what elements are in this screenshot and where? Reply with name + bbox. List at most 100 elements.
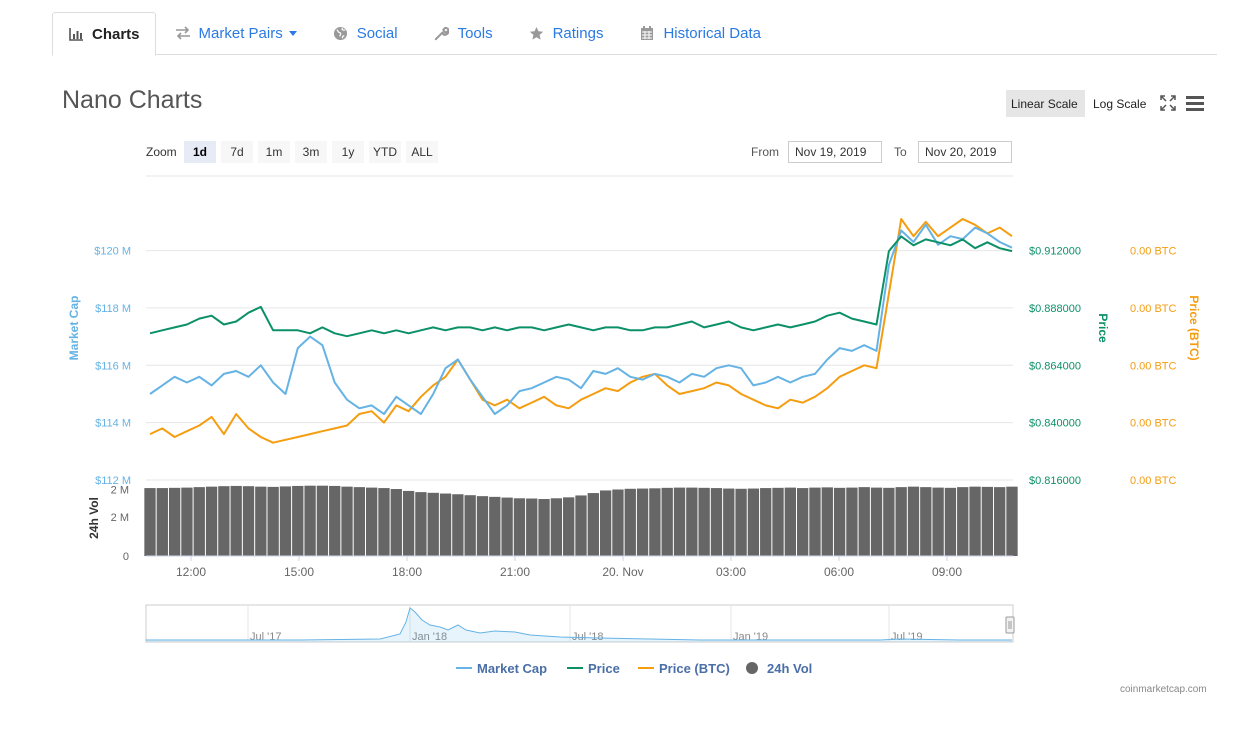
price-tick-label: $0.840000	[1029, 418, 1081, 430]
legend-item-3: 24h Vol	[767, 661, 812, 676]
volume-bar	[932, 487, 944, 556]
volume-bar	[366, 487, 378, 556]
volume-bar	[144, 488, 156, 556]
volume-bar	[920, 487, 932, 556]
fullscreen-icon[interactable]	[1159, 94, 1177, 112]
price-btc-tick-label: 0.00 BTC	[1130, 246, 1177, 258]
price-btc-tick-label: 0.00 BTC	[1130, 303, 1177, 315]
navigator-label: Jul '18	[572, 631, 603, 643]
legend-symbol	[746, 662, 758, 674]
volume-bar	[994, 487, 1006, 556]
volume-bar	[267, 486, 279, 556]
volume-bar	[316, 485, 329, 556]
tab-label: Tools	[457, 24, 493, 42]
volume-axis-title: 24h Vol	[87, 497, 101, 539]
page-title: Nano Charts	[62, 86, 203, 114]
volume-bar	[735, 488, 747, 556]
tab-social[interactable]: Social	[316, 12, 415, 54]
from-label: From	[751, 145, 779, 159]
volume-tick-label: 2 M	[111, 485, 129, 497]
price-line	[149, 235, 1013, 338]
tab-label: Historical Data	[663, 24, 761, 42]
price-btc-tick-label: 0.00 BTC	[1130, 475, 1177, 487]
volume-bar	[981, 486, 994, 556]
volume-bar	[538, 499, 550, 556]
tab-charts[interactable]: Charts	[52, 12, 156, 56]
volume-bar	[279, 486, 292, 556]
price-btc-tick-label: 0.00 BTC	[1130, 418, 1177, 430]
volume-bar	[957, 487, 969, 556]
x-tick-label: 15:00	[284, 565, 314, 579]
zoom-3m-button[interactable]: 3m	[295, 141, 327, 163]
price-btc-line	[149, 218, 1013, 444]
volume-tick-label: 2 M	[111, 512, 129, 524]
exchange-arrows-icon	[175, 25, 191, 41]
linear-scale-button[interactable]: Linear Scale	[1006, 90, 1085, 117]
volume-bar	[587, 493, 599, 556]
menu-icon[interactable]	[1186, 94, 1204, 112]
star-icon	[529, 25, 545, 41]
market-cap-line	[149, 223, 1013, 415]
price-tick-label: $0.816000	[1029, 475, 1081, 487]
zoom-ytd-button[interactable]: YTD	[369, 141, 401, 163]
volume-bar	[612, 489, 624, 556]
volume-bar	[747, 488, 760, 556]
volume-bar	[329, 485, 341, 556]
zoom-7d-button[interactable]: 7d	[221, 141, 253, 163]
navigator-handle	[1005, 616, 1015, 634]
volume-bar	[181, 487, 193, 556]
volume-tick-label: 0	[123, 551, 129, 563]
volume-bar	[390, 489, 402, 556]
x-tick-label: 03:00	[716, 565, 746, 579]
volume-bar	[661, 487, 673, 556]
tab-bar: Charts Market Pairs Social Tools Ratings…	[52, 12, 1217, 56]
to-date-input[interactable]: Nov 20, 2019	[918, 141, 1012, 163]
navigator-line	[146, 607, 1012, 641]
volume-bar	[464, 495, 476, 556]
x-tick-label: 21:00	[500, 565, 530, 579]
volume-bar	[341, 486, 353, 556]
volume-bar	[686, 487, 698, 556]
globe-icon	[333, 25, 349, 41]
volume-bar	[723, 488, 735, 556]
x-tick-label: 06:00	[824, 565, 854, 579]
tab-label: Social	[356, 24, 398, 42]
volume-bar	[599, 490, 612, 556]
x-tick-label: 18:00	[392, 565, 422, 579]
volume-bar	[415, 492, 427, 556]
tab-market-pairs[interactable]: Market Pairs	[158, 12, 314, 54]
volume-bar	[710, 488, 723, 556]
price-btc-tick-label: 0.00 BTC	[1130, 360, 1177, 372]
volume-bar	[292, 485, 304, 556]
volume-bar	[895, 487, 907, 556]
zoom-all-button[interactable]: ALL	[406, 141, 438, 163]
price-tick-label: $0.888000	[1029, 303, 1081, 315]
tab-ratings[interactable]: Ratings	[512, 12, 621, 54]
volume-bar	[649, 488, 661, 556]
volume-bar	[304, 485, 316, 556]
from-date-input[interactable]: Nov 19, 2019	[788, 141, 882, 163]
volume-bar	[193, 487, 205, 556]
tab-tools[interactable]: Tools	[417, 12, 510, 54]
volume-bar	[378, 488, 390, 556]
zoom-1d-button[interactable]: 1d	[184, 141, 216, 163]
volume-bar	[550, 498, 563, 556]
log-scale-button[interactable]: Log Scale	[1093, 96, 1147, 111]
zoom-1m-button[interactable]: 1m	[258, 141, 290, 163]
volume-bar	[907, 486, 920, 556]
to-label: To	[894, 145, 907, 159]
volume-bar	[673, 487, 686, 556]
bar-chart-icon	[68, 26, 84, 42]
volume-bar	[452, 494, 464, 556]
zoom-1y-button[interactable]: 1y	[332, 141, 364, 163]
volume-bar	[772, 487, 784, 556]
market-cap-tick-label: $120 M	[94, 246, 131, 258]
volume-bar	[636, 488, 649, 556]
tab-historical-data[interactable]: Historical Data	[622, 12, 778, 54]
volume-bar	[255, 486, 267, 556]
volume-bar	[156, 488, 168, 556]
tab-label: Market Pairs	[198, 24, 283, 42]
price-btc-axis-title: Price (BTC)	[1187, 295, 1201, 360]
credit-link[interactable]: coinmarketcap.com	[1120, 684, 1207, 695]
volume-bar	[809, 487, 821, 556]
